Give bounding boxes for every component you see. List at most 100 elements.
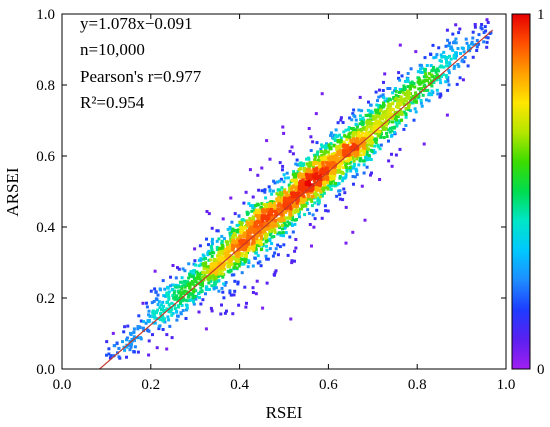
scatter-point (293, 203, 297, 206)
scatter-point (393, 130, 396, 134)
scatter-point (380, 121, 384, 125)
scatter-point (376, 120, 379, 124)
scatter-point (386, 99, 390, 103)
scatter-point (404, 124, 408, 127)
scatter-point (291, 224, 294, 227)
scatter-point (373, 121, 376, 125)
scatter-point (289, 212, 293, 215)
scatter-point (338, 176, 342, 180)
scatter-point (281, 164, 285, 168)
scatter-point (451, 32, 455, 36)
scatter-point (484, 35, 488, 39)
scatter-point (183, 279, 187, 283)
scatter-point (400, 74, 404, 78)
scatter-point (315, 141, 319, 145)
scatter-point (454, 37, 458, 41)
scatter-point (375, 113, 379, 117)
scatter-point (379, 135, 383, 139)
scatter-point (438, 95, 442, 99)
scatter-point (267, 214, 270, 217)
scatter-point (258, 226, 262, 230)
colorbar-max-label: 1 (537, 7, 545, 23)
scatter-point (431, 68, 435, 72)
scatter-point (113, 344, 117, 348)
scatter-point (355, 125, 359, 129)
scatter-point (244, 252, 248, 256)
scatter-point (345, 138, 349, 142)
scatter-point (276, 243, 280, 247)
scatter-point (206, 265, 210, 269)
scatter-point (310, 244, 313, 248)
scatter-point (231, 244, 235, 247)
scatter-point (353, 128, 357, 132)
scatter-point (223, 260, 226, 264)
scatter-point (315, 168, 319, 171)
scatter-point (181, 267, 185, 271)
scatter-point (280, 227, 284, 231)
scatter-point (333, 184, 337, 188)
scatter-point (412, 82, 416, 85)
scatter-point (207, 274, 211, 278)
scatter-point (254, 292, 258, 296)
scatter-point (381, 105, 385, 109)
scatter-point (332, 133, 336, 137)
scatter-point (368, 119, 372, 123)
scatter-point (319, 147, 323, 151)
scatter-point (237, 230, 241, 234)
scatter-point (271, 254, 275, 258)
scatter-point (382, 125, 386, 129)
scatter-point (126, 324, 130, 328)
scatter-point (277, 224, 281, 228)
scatter-point (337, 182, 341, 185)
scatter-point (357, 108, 361, 112)
scatter-point (397, 71, 401, 75)
scatter-point (404, 113, 408, 116)
scatter-point (419, 98, 423, 102)
scatter-point (301, 178, 305, 182)
scatter-point (441, 73, 445, 77)
scatter-point (378, 147, 382, 151)
scatter-point (305, 167, 309, 171)
scatter-point (467, 44, 471, 48)
scatter-point (245, 245, 249, 249)
scatter-point (462, 50, 466, 54)
scatter-point (251, 286, 255, 290)
scatter-point (241, 258, 245, 261)
scatter-point (247, 259, 251, 263)
scatter-point (364, 158, 368, 162)
scatter-point (215, 239, 219, 243)
scatter-point (125, 355, 128, 359)
scatter-point (198, 290, 202, 294)
scatter-point (242, 235, 246, 239)
scatter-point (108, 356, 112, 360)
scatter-point (220, 258, 224, 262)
scatter-point (460, 59, 464, 63)
scatter-point (182, 292, 186, 296)
scatter-point (237, 228, 241, 232)
scatter-point (287, 183, 291, 187)
scatter-point (308, 183, 312, 187)
scatter-point (207, 212, 211, 216)
scatter-point (389, 126, 392, 130)
scatter-point (252, 241, 256, 245)
scatter-point (399, 90, 403, 94)
scatter-point (224, 281, 228, 284)
scatter-point (311, 187, 315, 190)
scatter-point (261, 242, 265, 246)
scatter-point (152, 299, 156, 303)
scatter-point (225, 246, 229, 250)
scatter-point (234, 228, 238, 232)
scatter-point (219, 250, 223, 254)
scatter-point (454, 41, 458, 45)
scatter-point (434, 75, 438, 79)
scatter-point (419, 63, 423, 67)
scatter-point (149, 289, 153, 293)
scatter-point (365, 139, 369, 143)
scatter-point (313, 179, 316, 183)
scatter-point (446, 38, 450, 42)
scatter-point (161, 328, 165, 331)
scatter-point (244, 305, 248, 309)
scatter-point (199, 302, 203, 306)
scatter-point (419, 81, 423, 85)
scatter-point (255, 279, 259, 283)
